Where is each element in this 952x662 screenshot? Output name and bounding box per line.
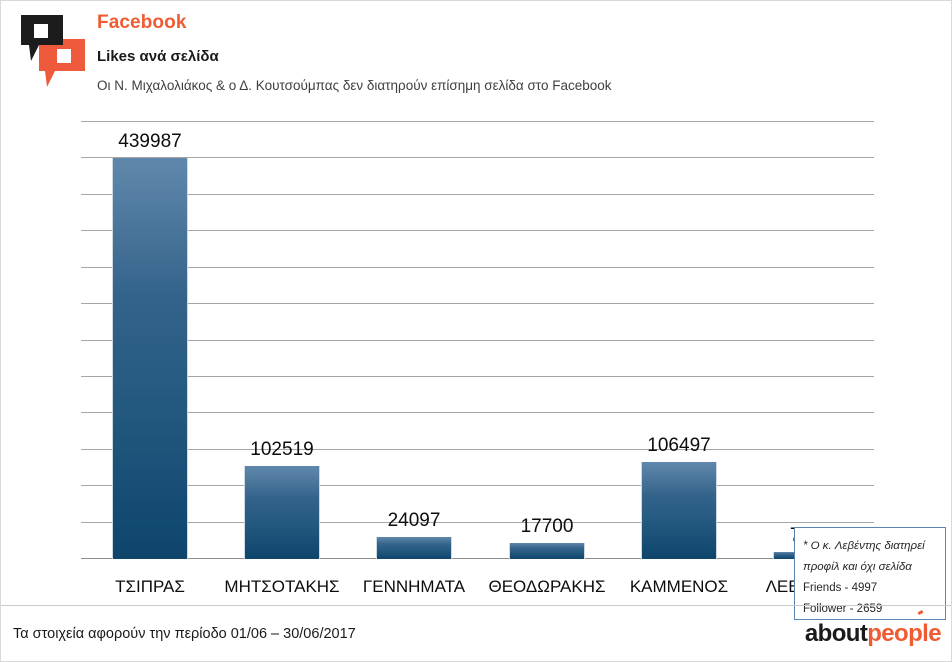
- wordmark-people: people: [867, 620, 941, 647]
- wordmark-about: about: [804, 620, 868, 647]
- bar-value-label: 439987: [118, 131, 182, 152]
- page-title: Facebook: [97, 12, 187, 33]
- aboutpeople-wordmark: aboutpeople: [804, 610, 942, 648]
- gridline: [81, 340, 874, 341]
- gridline: [81, 303, 874, 304]
- annotation-friends: Friends - 4997: [803, 582, 878, 594]
- gridline: [81, 267, 874, 268]
- gridline: [81, 121, 874, 122]
- bar-sheen: [642, 462, 716, 495]
- category-label-τσιπρας: ΤΣΙΠΡΑΣ: [115, 577, 185, 596]
- bar-sheen: [377, 537, 451, 545]
- bar-value-label: 102519: [250, 439, 314, 460]
- chart-subtitle: Likes ανά σελίδα: [97, 48, 219, 65]
- bar-value-label: 24097: [387, 510, 441, 531]
- bar-value-label: 106497: [647, 435, 711, 456]
- bar-chart: 439987 ΤΣΙΠΡΑΣ 102519 ΜΗΤΣΟΤΑΚΗΣ 24097 ΓΕΝΝΗΜ…: [1, 113, 951, 620]
- wordmark-tick-icon: [917, 610, 924, 615]
- bar-καμμενος[interactable]: [641, 462, 717, 559]
- category-label-γεννηματα: ΓΕΝΝΗΜΑΤΑ: [362, 577, 466, 596]
- bar-τσιπρας[interactable]: [112, 158, 188, 559]
- annotation-followers: Follower - 2659: [803, 603, 883, 615]
- category-label-καμμενος: ΚΑΜΜΕΝΟΣ: [629, 577, 729, 596]
- bar-sheen: [113, 158, 187, 295]
- category-label-θεοδωρακης: ΘΕΟΔΩΡΑΚΗΣ: [488, 577, 606, 596]
- chart-note: Οι Ν. Μιχαλολιάκος & ο Δ. Κουτσούμπας δε…: [97, 78, 612, 93]
- gridline: [81, 376, 874, 377]
- header: Facebook Likes ανά σελίδα Οι Ν. Μιχαλολι…: [1, 1, 951, 113]
- gridline: [81, 157, 874, 158]
- gridline: [81, 522, 874, 523]
- gridline: [81, 485, 874, 486]
- bar-sheen: [510, 543, 584, 549]
- bar-value-label: 17700: [520, 516, 574, 537]
- bar-sheen: [245, 466, 319, 498]
- aboutpeople-speech-bubbles-logo: [15, 9, 93, 93]
- gridline: [81, 412, 874, 413]
- header-text-block: Facebook Likes ανά σελίδα Οι Ν. Μιχαλολι…: [97, 11, 877, 96]
- annotation-line-2: προφίλ και όχι σελίδα: [803, 561, 912, 573]
- bar-γεννηματα[interactable]: [376, 537, 452, 559]
- bar-μητσοτακης[interactable]: [244, 466, 320, 559]
- gridline: [81, 194, 874, 195]
- plot-area: 439987 ΤΣΙΠΡΑΣ 102519 ΜΗΤΣΟΤΑΚΗΣ 24097 ΓΕΝΝΗΜ…: [81, 121, 874, 596]
- footer: Τα στοιχεία αφορούν την περίοδο 01/06 – …: [1, 605, 951, 661]
- category-label-μητσοτακης: ΜΗΤΣΟΤΑΚΗΣ: [224, 577, 340, 596]
- bar-θεοδωρακης[interactable]: [509, 543, 585, 559]
- annotation-line-1: * Ο κ. Λεβέντης διατηρεί: [803, 540, 925, 552]
- footer-period-note: Τα στοιχεία αφορούν την περίοδο 01/06 – …: [13, 626, 356, 642]
- x-axis-line: [81, 558, 874, 559]
- gridline: [81, 449, 874, 450]
- leventis-annotation-box: * Ο κ. Λεβέντης διατηρεί προφίλ και όχι …: [794, 527, 946, 620]
- orange-bubble-icon: [39, 39, 85, 87]
- black-bubble-icon: [21, 15, 63, 61]
- gridline: [81, 230, 874, 231]
